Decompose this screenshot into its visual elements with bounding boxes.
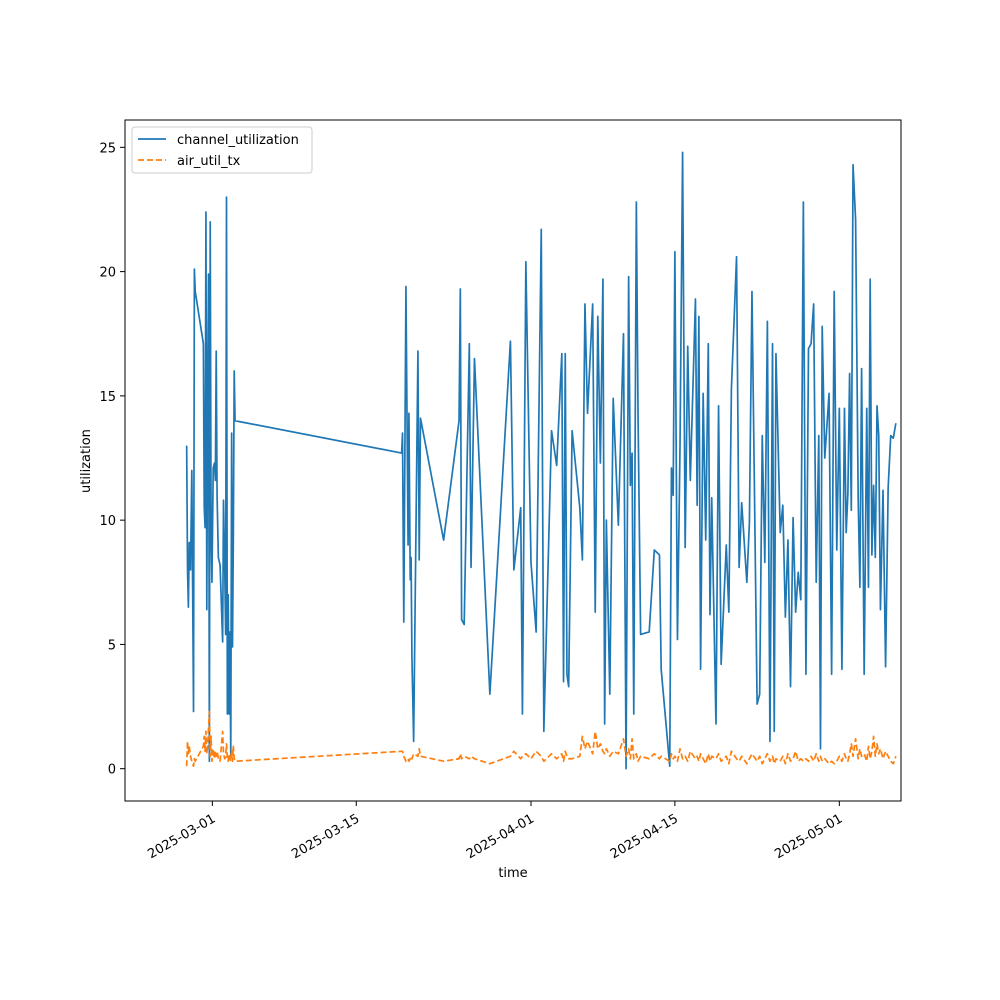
- legend-label-channel-utilization: channel_utilization: [177, 133, 299, 148]
- y-tick-label: 25: [99, 141, 116, 156]
- y-tick-label: 15: [99, 390, 116, 405]
- plot-area: [124, 119, 902, 802]
- axes-frame: [124, 119, 902, 802]
- y-tick-label: 0: [108, 763, 116, 778]
- y-tick-label: 20: [99, 266, 116, 281]
- legend-label-air-util-tx: air_util_tx: [177, 154, 241, 169]
- series-layer: [185, 151, 897, 770]
- y-axis-ticks: 0 5 10 15 20 25: [99, 141, 125, 778]
- y-tick-label: 5: [108, 638, 116, 653]
- series-line-air-util-tx: [185, 710, 897, 768]
- x-axis-label: time: [498, 866, 527, 881]
- series-line-channel-utilization: [185, 151, 897, 770]
- y-axis-label: utilization: [79, 429, 94, 493]
- legend: channel_utilization air_util_tx: [131, 126, 313, 174]
- legend-box: [131, 126, 313, 174]
- y-tick-label: 10: [99, 514, 116, 529]
